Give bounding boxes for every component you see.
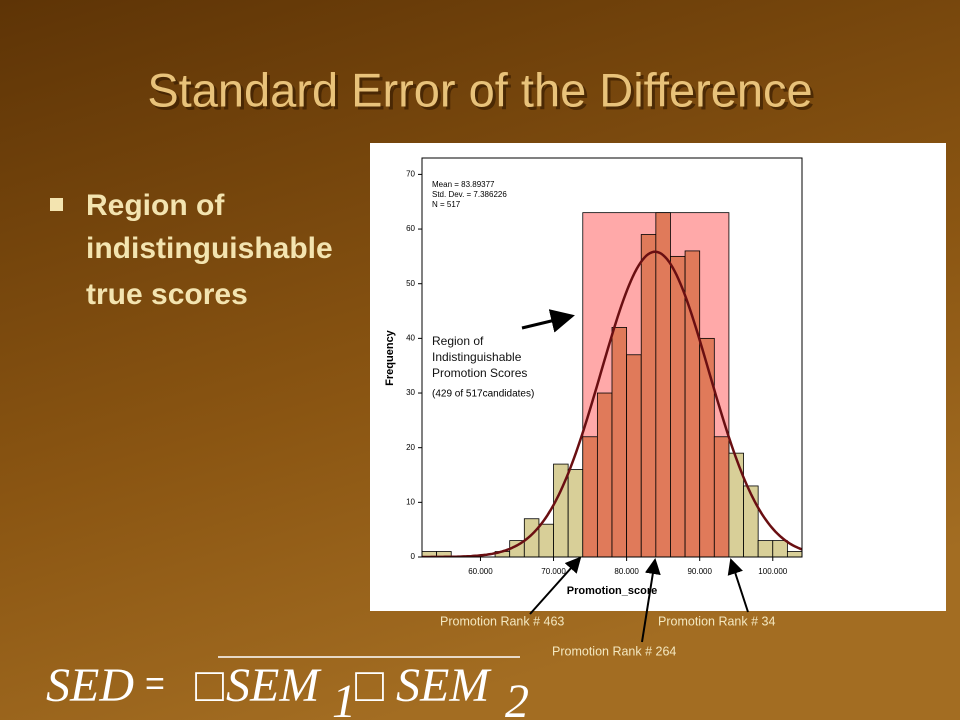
stat: Std. Dev. = 7.386226 <box>432 190 507 199</box>
plot: 0 10 20 30 40 50 60 70 60.000 70.000 80.000 90.000 1… <box>406 170 803 576</box>
region-label: Region of <box>432 334 484 348</box>
bullet-marker <box>50 198 63 211</box>
bar <box>757 540 774 558</box>
bar <box>713 436 730 558</box>
y-tick-label: 30 <box>406 388 415 397</box>
bar <box>655 212 671 558</box>
y-axis-label: Frequency <box>384 329 396 386</box>
bar <box>582 436 598 558</box>
y-tick-label: 0 <box>411 552 416 561</box>
y-tick-label: 10 <box>406 497 415 506</box>
bar <box>670 255 686 558</box>
bar <box>699 337 715 558</box>
arrow <box>529 556 582 615</box>
rank-label: Promotion Rank # 463 <box>440 614 564 628</box>
region-label: Indistinguishable <box>432 350 522 364</box>
arrow <box>727 558 749 613</box>
formula: SED <box>46 659 134 712</box>
x-tick-label: 70.000 <box>541 567 566 576</box>
bar <box>567 469 584 558</box>
bar <box>772 540 788 558</box>
x-tick-label: 80.000 <box>614 567 639 576</box>
rank-label: Promotion Rank # 264 <box>552 644 676 658</box>
bar <box>743 485 759 558</box>
bar <box>596 392 613 558</box>
bullet-line: true scores <box>86 278 248 311</box>
x-tick-label: 90.000 <box>687 567 712 576</box>
formula: 2 <box>505 675 529 720</box>
x-axis-label: Promotion_score <box>567 585 657 597</box>
region-label: (429 of 517candidates) <box>432 389 534 400</box>
formula: □ <box>195 659 224 712</box>
y-tick-label: 20 <box>406 443 415 452</box>
rank-label: Promotion Rank # 34 <box>658 614 775 628</box>
slide-title: Standard Error of the Difference <box>147 63 812 116</box>
x-tick-label: 100.000 <box>758 567 787 576</box>
y-tick-label: 50 <box>406 279 415 288</box>
arrow <box>521 309 575 333</box>
bar <box>611 327 628 558</box>
bar <box>640 234 657 558</box>
y-tick-label: 70 <box>406 170 415 179</box>
bar <box>684 250 701 558</box>
formula: SEM <box>396 659 492 712</box>
y-tick-label: 40 <box>406 333 415 342</box>
bullet: Region of indistinguishable true scores <box>86 189 333 311</box>
plot-frame <box>421 157 803 558</box>
normal-curve <box>422 250 802 557</box>
formula: □ <box>355 659 384 712</box>
bullet-line: Region of <box>86 189 225 222</box>
y-tick-label: 60 <box>406 224 415 233</box>
x-tick-label: 60.000 <box>468 567 493 576</box>
title-shadow: Standard Error of the Difference <box>150 66 815 119</box>
bar <box>786 551 803 558</box>
arrow <box>641 558 661 643</box>
stat: Mean = 83.89377 <box>432 180 495 189</box>
formula: 1 <box>332 675 356 720</box>
formula: SEM <box>226 659 322 712</box>
region-label: Promotion Scores <box>432 366 527 380</box>
bar <box>538 523 554 558</box>
stat: N = 517 <box>432 200 461 209</box>
bar <box>626 354 642 558</box>
bullet-line: indistinguishable <box>86 232 333 265</box>
formula: = <box>145 665 165 703</box>
